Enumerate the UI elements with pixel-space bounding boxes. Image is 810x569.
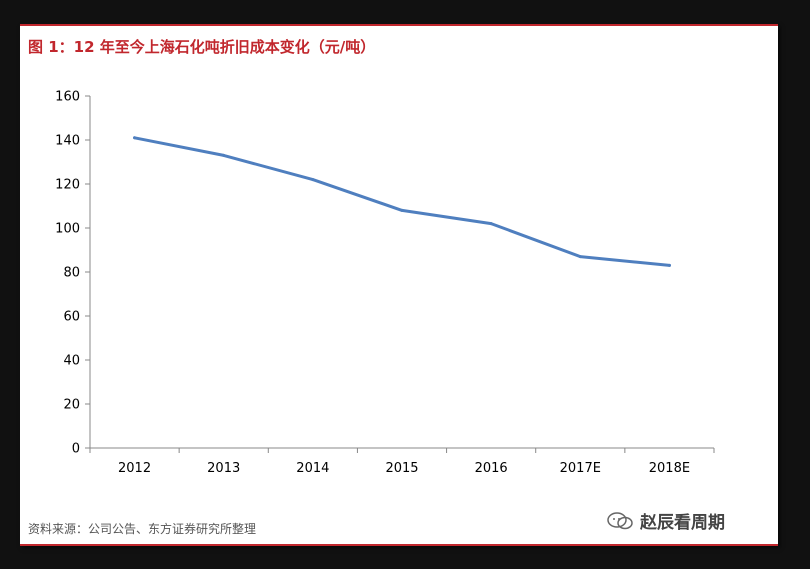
y-tick-label: 40 <box>63 354 80 369</box>
figure-title: 图 1：12 年至今上海石化吨折旧成本变化（元/吨） <box>28 38 376 56</box>
wechat-icon <box>607 511 633 529</box>
y-tick-label: 80 <box>63 266 80 281</box>
source-note: 资料来源：公司公告、东方证券研究所整理 <box>28 522 257 536</box>
y-tick-label: 60 <box>63 310 80 325</box>
y-tick-label: 140 <box>55 134 80 149</box>
data-point <box>667 263 671 267</box>
watermark-text: 赵辰看周期 <box>640 513 725 533</box>
y-tick-label: 100 <box>55 222 80 237</box>
bottom-rule <box>20 544 778 546</box>
x-tick-label: 2015 <box>385 461 418 476</box>
x-tick-label: 2016 <box>475 461 508 476</box>
figure-card <box>20 24 778 546</box>
data-point <box>222 153 226 157</box>
data-point <box>311 178 315 182</box>
y-axis: 0 20 40 60 80 100 120 140 160 <box>55 90 91 457</box>
data-point <box>133 136 137 140</box>
data-point <box>489 222 493 226</box>
series-layer <box>133 136 671 267</box>
x-axis: 2012 2013 2014 2015 2016 2017E 2018E <box>89 447 715 476</box>
data-point <box>578 255 582 259</box>
x-tick-label: 2013 <box>207 461 240 476</box>
x-tick-label: 2012 <box>118 461 151 476</box>
y-tick-label: 120 <box>55 178 80 193</box>
y-tick-label: 160 <box>55 90 80 105</box>
y-tick-label: 0 <box>72 442 80 457</box>
top-rule <box>20 24 778 26</box>
data-point <box>400 208 404 212</box>
watermark: 赵辰看周期 <box>606 508 725 533</box>
x-tick-label: 2014 <box>296 461 329 476</box>
x-tick-label: 2017E <box>560 461 601 476</box>
y-tick-label: 20 <box>63 398 80 413</box>
x-tick-label: 2018E <box>649 461 690 476</box>
series-line <box>133 136 671 267</box>
